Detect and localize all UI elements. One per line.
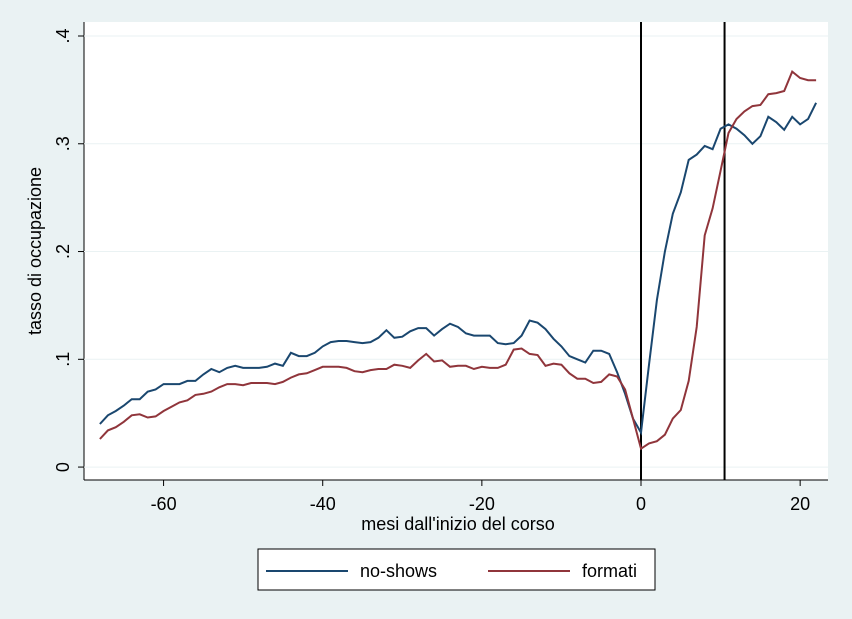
series-line [99,69,817,451]
y-tick-label: .1 [53,352,73,367]
x-tick-label: -60 [151,494,177,514]
y-tick-label: .3 [53,136,73,151]
y-axis-title: tasso di occupazione [25,167,45,335]
y-tick-label: 0 [53,462,73,472]
x-axis-title: mesi dall'inizio del corso [361,514,555,534]
legend-box [257,548,656,591]
plot-area [84,22,828,480]
legend-label: formati [582,561,637,581]
y-tick-label: .2 [53,244,73,259]
series-line [99,102,817,436]
x-tick-label: 0 [636,494,646,514]
y-tick-label: .4 [53,29,73,44]
legend-label: no-shows [360,561,437,581]
x-tick-label: -40 [310,494,336,514]
x-tick-label: -20 [469,494,495,514]
x-tick-label: 20 [790,494,810,514]
